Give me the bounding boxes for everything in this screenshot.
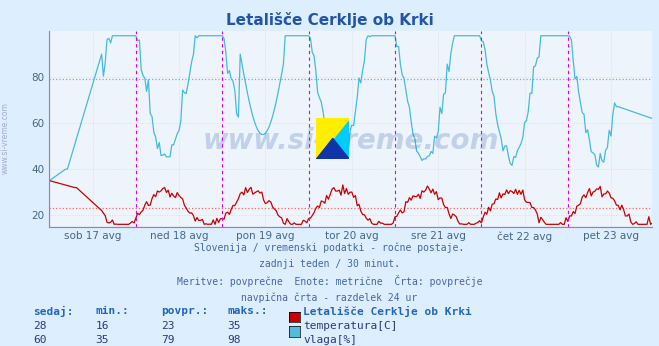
Text: maks.:: maks.: (227, 306, 268, 316)
Polygon shape (316, 118, 349, 159)
Text: 28: 28 (33, 321, 46, 331)
Text: navpična črta - razdelek 24 ur: navpična črta - razdelek 24 ur (241, 292, 418, 302)
Text: zadnji teden / 30 minut.: zadnji teden / 30 minut. (259, 259, 400, 269)
Text: 60: 60 (33, 335, 46, 345)
Text: Slovenija / vremenski podatki - ročne postaje.: Slovenija / vremenski podatki - ročne po… (194, 242, 465, 253)
Polygon shape (316, 118, 349, 159)
Text: vlaga[%]: vlaga[%] (303, 335, 357, 345)
Text: www.si-vreme.com: www.si-vreme.com (203, 127, 499, 155)
Text: 98: 98 (227, 335, 241, 345)
Text: Letališče Cerklje ob Krki: Letališče Cerklje ob Krki (303, 306, 472, 317)
Polygon shape (316, 138, 349, 159)
Text: temperatura[C]: temperatura[C] (303, 321, 397, 331)
Text: 23: 23 (161, 321, 175, 331)
Text: Letališče Cerklje ob Krki: Letališče Cerklje ob Krki (225, 12, 434, 28)
Text: Meritve: povprečne  Enote: metrične  Črta: povprečje: Meritve: povprečne Enote: metrične Črta:… (177, 275, 482, 288)
Text: povpr.:: povpr.: (161, 306, 209, 316)
Text: min.:: min.: (96, 306, 129, 316)
Text: 16: 16 (96, 321, 109, 331)
Text: sedaj:: sedaj: (33, 306, 73, 317)
Text: 79: 79 (161, 335, 175, 345)
Text: 35: 35 (227, 321, 241, 331)
Text: 35: 35 (96, 335, 109, 345)
Text: www.si-vreme.com: www.si-vreme.com (1, 102, 10, 174)
